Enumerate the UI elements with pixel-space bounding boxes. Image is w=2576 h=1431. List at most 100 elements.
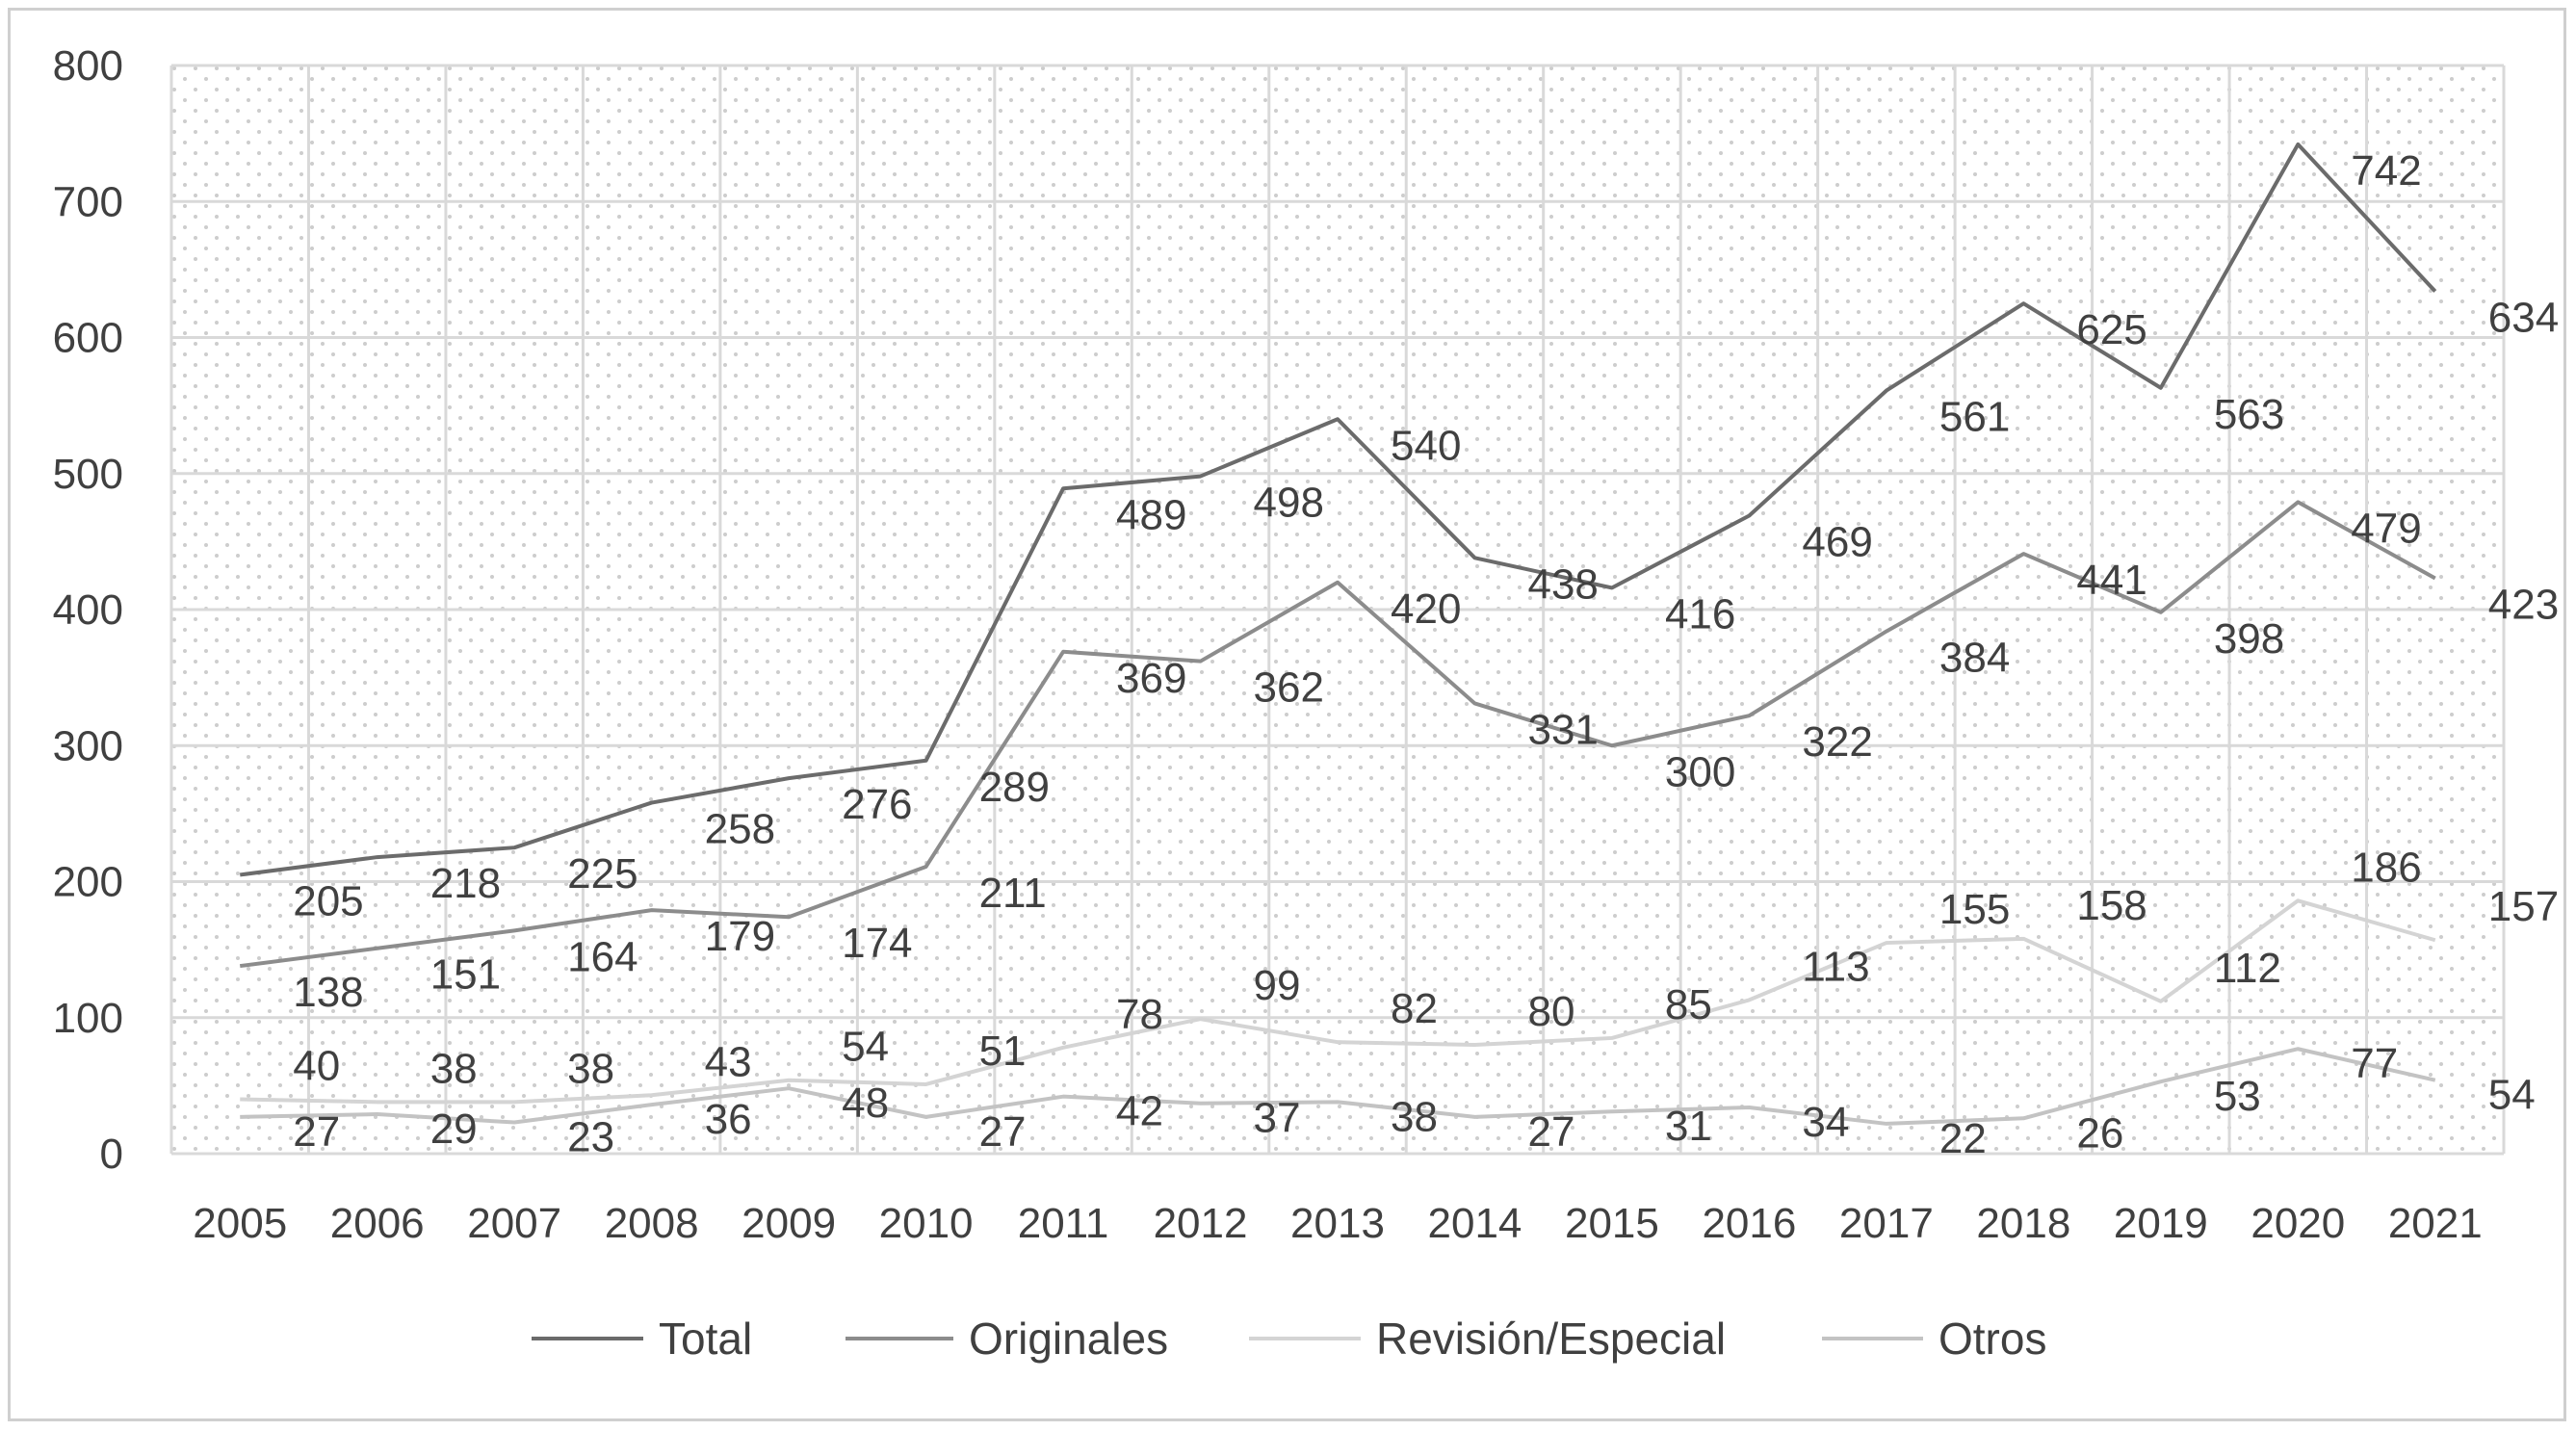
data-label: 157 <box>2488 883 2559 930</box>
y-tick-label: 700 <box>53 178 123 225</box>
series-lines <box>239 142 2437 1126</box>
y-tick-label: 100 <box>53 995 123 1042</box>
data-label: 82 <box>1391 985 1438 1032</box>
data-label: 37 <box>1254 1095 1301 1142</box>
data-label: 423 <box>2488 582 2559 629</box>
data-label: 38 <box>1391 1093 1438 1140</box>
data-label: 51 <box>979 1028 1027 1075</box>
data-label: 625 <box>2076 306 2147 353</box>
data-label: 31 <box>1665 1103 1712 1150</box>
data-label: 211 <box>979 870 1047 917</box>
x-tick-label: 2006 <box>330 1200 425 1247</box>
x-tick-label: 2021 <box>2388 1200 2483 1247</box>
data-label: 113 <box>1802 943 1869 990</box>
x-tick-label: 2009 <box>742 1200 836 1247</box>
data-label: 369 <box>1116 655 1186 702</box>
data-label: 225 <box>567 850 637 898</box>
data-label: 27 <box>979 1108 1027 1156</box>
data-label: 331 <box>1527 706 1598 753</box>
y-tick-label: 200 <box>53 859 123 906</box>
data-label: 99 <box>1254 962 1301 1009</box>
data-label: 53 <box>2214 1073 2261 1120</box>
x-tick-label: 2020 <box>2251 1200 2345 1247</box>
data-label: 634 <box>2488 294 2559 341</box>
x-tick-label: 2012 <box>1154 1200 1248 1247</box>
data-label: 54 <box>842 1024 889 1071</box>
data-label: 300 <box>1665 748 1735 795</box>
data-label: 158 <box>2076 882 2147 929</box>
data-label: 77 <box>2351 1040 2398 1087</box>
data-label: 469 <box>1802 519 1872 566</box>
data-label: 40 <box>293 1043 340 1090</box>
x-tick-label: 2008 <box>605 1200 699 1247</box>
x-tick-label: 2007 <box>467 1200 561 1247</box>
data-label: 112 <box>2214 945 2281 992</box>
x-tick-label: 2018 <box>1976 1200 2070 1247</box>
data-label: 27 <box>293 1108 340 1156</box>
data-label: 362 <box>1254 664 1324 712</box>
data-label: 384 <box>1939 635 2010 682</box>
data-label: 420 <box>1391 585 1461 633</box>
data-label: 561 <box>1939 394 2010 441</box>
y-tick-label: 0 <box>100 1131 123 1178</box>
data-label: 174 <box>842 920 912 967</box>
legend: Total Originales Revisión/Especial Otros <box>532 1314 2046 1364</box>
data-label: 80 <box>1527 988 1574 1035</box>
data-label: 22 <box>1939 1115 1987 1162</box>
y-tick-label: 600 <box>53 315 123 362</box>
data-label: 479 <box>2351 505 2421 552</box>
data-label: 438 <box>1527 560 1598 608</box>
data-label: 23 <box>567 1114 614 1161</box>
data-label: 38 <box>567 1045 614 1092</box>
data-label: 489 <box>1116 491 1186 538</box>
data-label: 54 <box>2488 1072 2536 1119</box>
x-tick-label: 2013 <box>1290 1200 1385 1247</box>
y-tick-label: 400 <box>53 586 123 634</box>
data-label: 563 <box>2214 391 2284 438</box>
legend-label: Otros <box>1939 1314 2046 1364</box>
data-label: 164 <box>567 933 637 980</box>
data-label: 205 <box>293 877 363 924</box>
data-label: 289 <box>979 764 1050 811</box>
legend-label: Originales <box>969 1314 1168 1364</box>
data-label: 138 <box>293 969 363 1016</box>
legend-label: Revisión/Especial <box>1376 1314 1726 1364</box>
data-label: 43 <box>705 1038 752 1085</box>
axes: 0 100 200 300 400 500 600 700 800 2005 2006 2007 200… <box>53 42 2483 1247</box>
data-label: 441 <box>2076 557 2147 604</box>
x-tick-label: 2015 <box>1565 1200 1659 1247</box>
data-label: 48 <box>842 1080 889 1127</box>
data-label: 38 <box>430 1045 478 1092</box>
series-line-revisi-n-especial <box>240 898 2436 1105</box>
legend-label: Total <box>659 1314 752 1364</box>
data-label: 27 <box>1527 1108 1574 1156</box>
data-label: 540 <box>1391 422 1461 469</box>
data-label: 416 <box>1665 590 1735 637</box>
series-line-otros <box>240 1047 2436 1126</box>
x-tick-label: 2011 <box>1018 1200 1109 1247</box>
data-label: 322 <box>1802 718 1872 766</box>
data-label: 742 <box>2351 147 2421 195</box>
y-tick-label: 500 <box>53 451 123 498</box>
data-label: 29 <box>430 1106 478 1153</box>
data-label: 276 <box>842 781 912 828</box>
x-tick-label: 2010 <box>879 1200 974 1247</box>
data-label: 398 <box>2214 615 2284 663</box>
series-line-originales <box>239 500 2436 969</box>
data-label: 186 <box>2351 844 2421 891</box>
data-label: 34 <box>1802 1099 1849 1146</box>
data-label: 26 <box>2076 1109 2123 1157</box>
y-tick-label: 300 <box>53 722 123 769</box>
data-label: 36 <box>705 1096 752 1143</box>
data-label: 179 <box>705 913 775 960</box>
data-label: 498 <box>1254 480 1324 527</box>
data-label: 85 <box>1665 981 1712 1028</box>
y-tick-label: 800 <box>53 42 123 90</box>
data-labels: 205 218 225 258 276 289 489 498 540 438 416 469 561 6… <box>293 147 2559 1162</box>
data-label: 258 <box>705 806 775 853</box>
data-label: 218 <box>430 860 501 907</box>
data-label: 42 <box>1116 1088 1163 1135</box>
data-label: 155 <box>1939 886 2010 933</box>
x-tick-label: 2014 <box>1428 1200 1522 1247</box>
